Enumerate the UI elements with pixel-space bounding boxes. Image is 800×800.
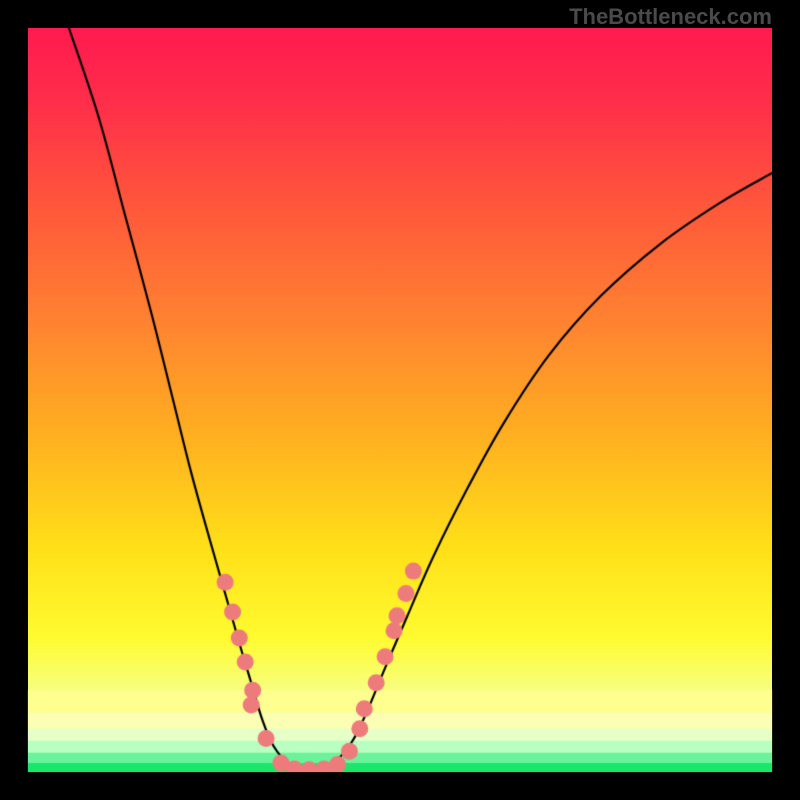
curve-canvas (0, 0, 800, 800)
chart-container: TheBottleneck.com (0, 0, 800, 800)
watermark-text: TheBottleneck.com (569, 4, 772, 30)
